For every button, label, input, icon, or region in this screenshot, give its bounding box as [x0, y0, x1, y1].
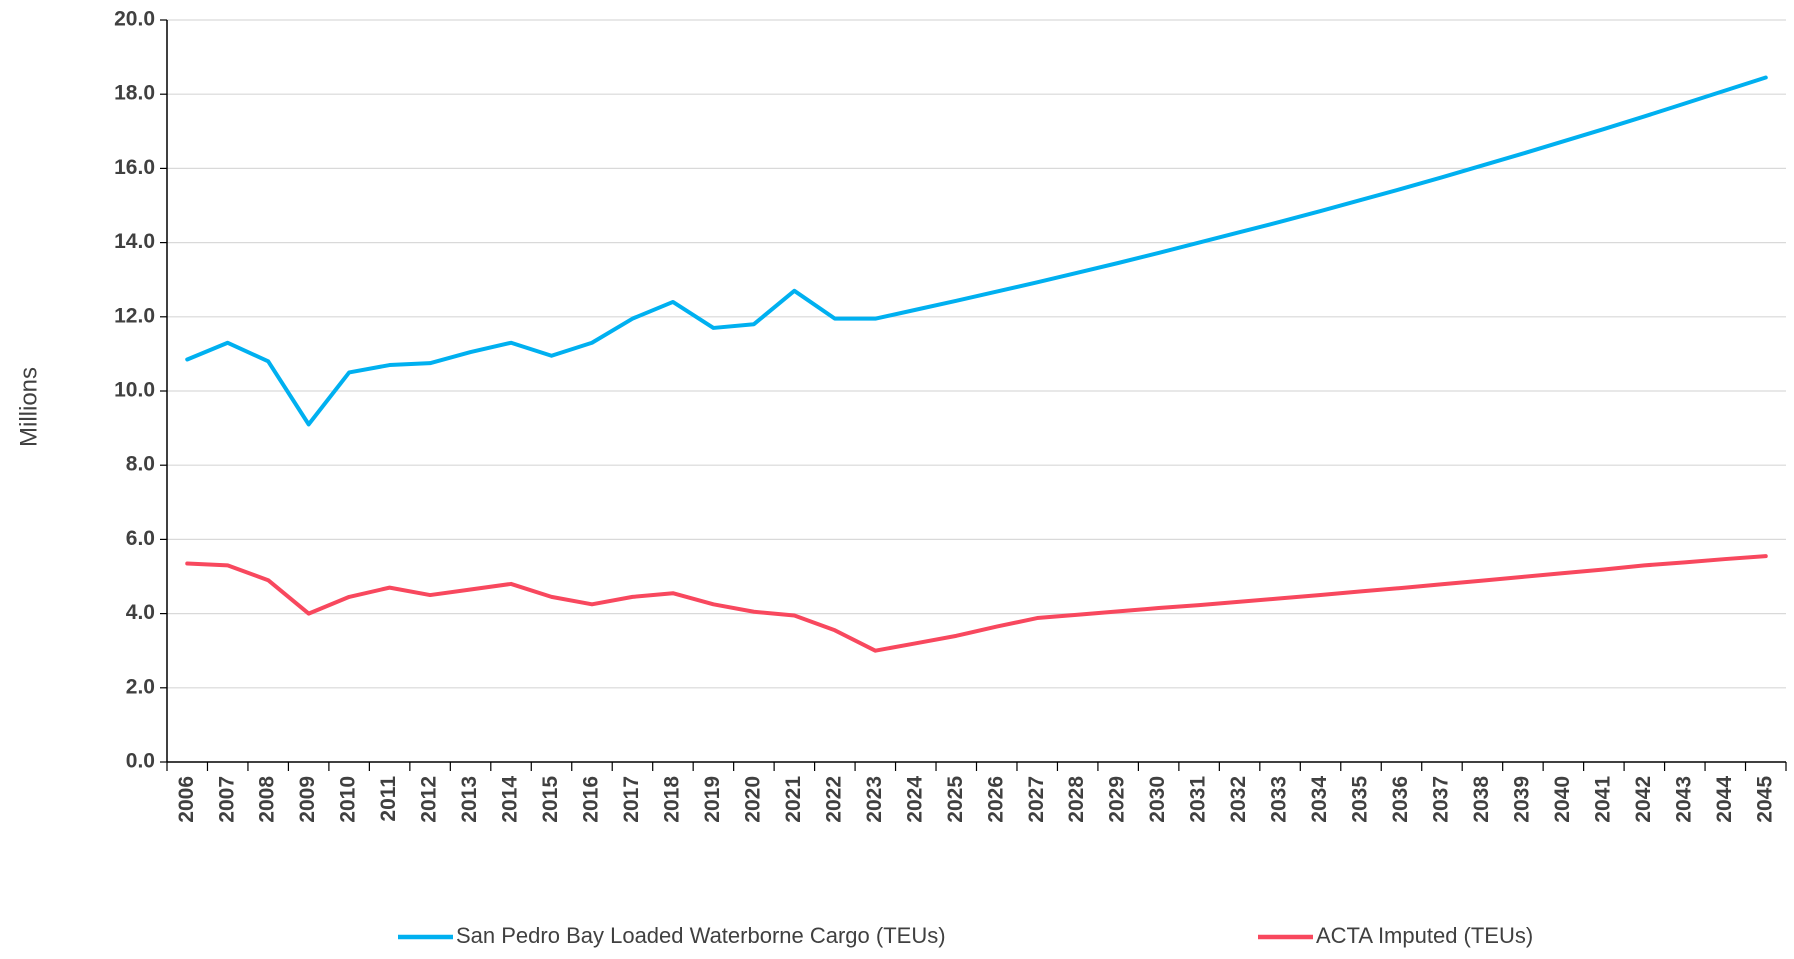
x-tick-label: 2014 [499, 776, 522, 823]
y-tick-label: 4.0 [126, 601, 155, 624]
x-tick-label: 2017 [620, 776, 643, 823]
x-tick-label: 2013 [458, 776, 481, 823]
x-tick-label: 2034 [1308, 776, 1331, 823]
y-axis-title: Millions [15, 367, 42, 447]
series-line [185, 75, 1768, 427]
x-tick-label: 2006 [175, 776, 198, 823]
x-tick-label: 2012 [418, 776, 441, 823]
x-tick-label: 2030 [1146, 776, 1169, 823]
y-tick-label: 8.0 [126, 453, 155, 476]
x-tick-label: 2031 [1187, 776, 1210, 823]
x-tick-label: 2008 [256, 776, 279, 823]
x-tick-label: 2044 [1713, 776, 1736, 823]
x-tick-label: 2024 [903, 776, 926, 823]
y-tick-label: 10.0 [114, 379, 155, 402]
series-line [185, 554, 1768, 653]
x-tick-label: 2032 [1227, 776, 1250, 823]
x-tick-label: 2007 [215, 776, 238, 823]
x-tick-label: 2019 [701, 776, 724, 823]
x-tick-label: 2043 [1672, 776, 1695, 823]
y-tick-label: 16.0 [114, 156, 155, 179]
x-tick-label: 2027 [1025, 776, 1048, 823]
x-tick-label: 2010 [337, 776, 360, 823]
x-tick-label: 2035 [1349, 776, 1372, 823]
y-tick-label: 20.0 [114, 8, 155, 31]
x-tick-label: 2025 [944, 776, 967, 823]
x-tick-label: 2016 [580, 776, 603, 823]
x-tick-label: 2036 [1389, 776, 1412, 823]
x-tick-label: 2040 [1551, 776, 1574, 823]
x-tick-label: 2015 [539, 776, 562, 823]
y-tick-label: 2.0 [126, 675, 155, 698]
legend-label: San Pedro Bay Loaded Waterborne Cargo (T… [456, 923, 946, 948]
x-tick-label: 2038 [1470, 776, 1493, 823]
x-tick-label: 2011 [377, 776, 400, 822]
x-tick-label: 2041 [1591, 776, 1614, 823]
y-tick-label: 0.0 [126, 750, 155, 773]
x-tick-label: 2020 [741, 776, 764, 823]
x-tick-label: 2037 [1430, 776, 1453, 823]
y-tick-label: 6.0 [126, 527, 155, 550]
x-tick-label: 2039 [1510, 776, 1533, 823]
x-tick-label: 2018 [660, 776, 683, 823]
x-tick-label: 2028 [1065, 776, 1088, 823]
x-tick-label: 2042 [1632, 776, 1655, 823]
x-tick-label: 2023 [863, 776, 886, 823]
x-tick-label: 2029 [1106, 776, 1129, 823]
y-tick-label: 18.0 [114, 82, 155, 105]
x-tick-label: 2033 [1268, 776, 1291, 823]
y-tick-label: 14.0 [114, 230, 155, 253]
x-tick-label: 2009 [296, 776, 319, 823]
legend-label: ACTA Imputed (TEUs) [1316, 923, 1533, 948]
x-tick-label: 2026 [984, 776, 1007, 823]
x-tick-label: 2022 [822, 776, 845, 823]
x-tick-label: 2045 [1753, 776, 1776, 823]
x-tick-label: 2021 [782, 776, 805, 823]
y-tick-label: 12.0 [114, 304, 155, 327]
